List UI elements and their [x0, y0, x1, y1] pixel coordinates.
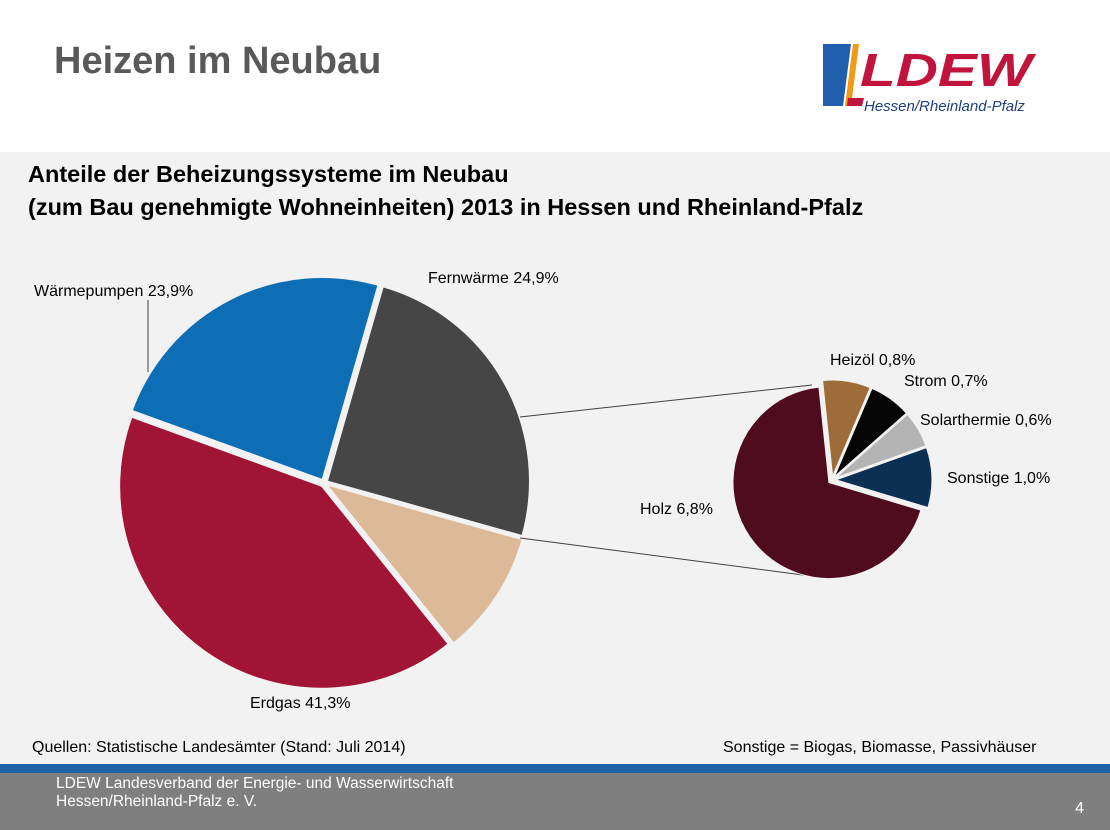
logo-orange-stripe	[845, 44, 859, 106]
footer-org-line-1: LDEW Landesverband der Energie- und Wass…	[56, 775, 454, 792]
page-number: 4	[1075, 800, 1084, 817]
logo-subtitle: Hessen/Rheinland-Pfalz	[864, 98, 1025, 114]
slice-sonstige	[834, 446, 933, 509]
footer-accent-band	[0, 764, 1110, 773]
label-fernwaerme: Fernwärme 24,9%	[428, 270, 559, 287]
source-note: Quellen: Statistische Landesämter (Stand…	[32, 739, 406, 756]
slide-title: Heizen im Neubau	[54, 40, 382, 82]
label-holz: Holz 6,8%	[640, 501, 713, 518]
connector-line-bottom	[519, 537, 819, 578]
footer-organization: LDEW Landesverband der Energie- und Wass…	[56, 775, 453, 811]
label-strom: Strom 0,7%	[904, 373, 988, 390]
chart-title-line-2: (zum Bau genehmigte Wohneinheiten) 2013 …	[28, 194, 864, 220]
logo-wordmark: LDEW	[860, 44, 1037, 96]
label-heizoel: Heizöl 0,8%	[830, 352, 915, 369]
connector-line-top	[519, 384, 813, 418]
slice-waermepumpen	[131, 276, 379, 481]
slice-sonstige-aggregat	[325, 484, 523, 644]
slice-solarthermie	[835, 413, 927, 479]
main-pie	[119, 276, 530, 689]
sonstige-note: Sonstige = Biogas, Biomasse, Passivhäuse…	[723, 739, 1037, 756]
label-solarthermie: Solarthermie 0,6%	[920, 412, 1052, 429]
data-labels: Fernwärme 24,9% Wärmepumpen 23,9% Erdgas…	[34, 270, 1052, 712]
footer-bar	[0, 773, 1110, 830]
logo-blue-block	[823, 44, 851, 106]
slide-header	[0, 0, 1110, 152]
connector-lines	[519, 384, 819, 578]
ldew-logo: LDEW Hessen/Rheinland-Pfalz	[823, 44, 1037, 114]
chart-title-line-1: Anteile der Beheizungssysteme im Neubau	[28, 161, 509, 187]
slice-erdgas	[119, 416, 449, 689]
footer-org-line-2: Hessen/Rheinland-Pfalz e. V.	[56, 793, 258, 810]
detail-pie	[732, 379, 933, 580]
slice-fernwaerme	[326, 286, 530, 537]
label-erdgas: Erdgas 41,3%	[250, 695, 351, 712]
logo-red-bar	[847, 98, 864, 106]
label-sonstige: Sonstige 1,0%	[947, 470, 1050, 487]
label-waermepumpen: Wärmepumpen 23,9%	[34, 283, 193, 300]
slice-holz	[732, 386, 922, 580]
chart-title: Anteile der Beheizungssysteme im Neubau …	[28, 158, 863, 224]
slice-heizoel	[822, 379, 871, 479]
slice-strom	[833, 387, 908, 478]
